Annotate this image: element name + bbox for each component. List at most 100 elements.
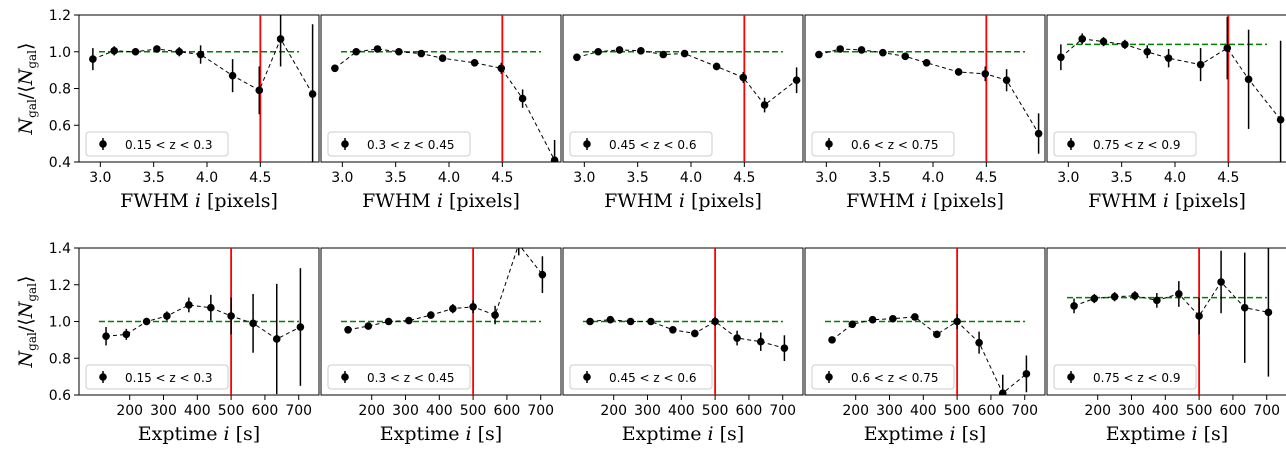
x-tick-label: 3.0 (331, 170, 353, 186)
series-line (347, 248, 543, 331)
x-tick-label: 700 (285, 403, 312, 419)
legend-box (327, 131, 471, 157)
data-point (911, 313, 919, 321)
x-axis-label: Exptime i [s] (864, 423, 986, 445)
data-point (163, 312, 171, 320)
legend-label: 0.15 < z < 0.3 (125, 371, 212, 385)
data-point (207, 303, 215, 312)
data-point (1090, 294, 1099, 303)
x-tick-label: 3.5 (869, 170, 891, 186)
x-axis-label: Exptime i [s] (138, 423, 260, 445)
data-point (586, 317, 594, 326)
axes-frame (320, 247, 562, 396)
x-tick-label: 200 (116, 403, 143, 419)
data-point (954, 68, 963, 76)
series-line (576, 49, 797, 106)
data-point (497, 64, 506, 73)
data-point (1223, 44, 1232, 52)
data-point (470, 58, 479, 67)
axes-frame (1046, 14, 1286, 163)
axes-frame (804, 247, 1046, 396)
x-tick-label: 4.5 (975, 170, 997, 186)
y-tick-label: 0.4 (49, 155, 71, 171)
x-tick-label: 4.0 (922, 170, 944, 186)
data-point (998, 389, 1007, 395)
x-tick-label: 600 (252, 403, 279, 419)
data-layer (341, 248, 547, 395)
data-point (405, 316, 413, 325)
data-point (417, 49, 426, 58)
data-point (615, 46, 624, 54)
x-tick-label: 500 (1186, 403, 1213, 419)
data-point (836, 45, 844, 53)
data-point (518, 94, 527, 103)
data-point (1153, 296, 1161, 305)
legend-label: 0.75 < z < 0.9 (1093, 371, 1180, 385)
panel-r0-c0: 3.0 3.5 4.0 4.5 FWHM i [pixels] 0.15 < z < 0.… (78, 14, 320, 212)
x-tick-label: 400 (668, 403, 695, 419)
legend-box (569, 131, 713, 157)
data-point (1099, 37, 1108, 46)
data-point (848, 320, 857, 329)
data-point (249, 319, 257, 328)
data-point (733, 334, 741, 342)
axes-frame (562, 14, 804, 163)
data-layer (89, 15, 317, 162)
data-point (792, 76, 801, 85)
panel-r1-c4: 200 300 400 500 600 700 Exptime i [s] 0.75 < z … (1046, 247, 1286, 445)
series-line (831, 316, 1027, 394)
series-line (1073, 281, 1269, 317)
data-point (889, 314, 897, 323)
x-tick-label: 200 (842, 403, 869, 419)
x-axis-label: FWHM i [pixels] (362, 190, 520, 212)
data-point (196, 50, 205, 59)
data-point (981, 70, 990, 78)
data-point (373, 45, 382, 53)
data-point (933, 330, 941, 339)
legend: 0.3 < z < 0.45 (327, 364, 471, 390)
series-line (105, 304, 301, 340)
data-point (1022, 370, 1031, 378)
x-tick-label: 500 (702, 403, 729, 419)
data-point (1110, 292, 1119, 301)
x-tick-label: 400 (184, 403, 211, 419)
legend-box (569, 364, 713, 390)
x-tick-label: 500 (944, 403, 971, 419)
x-tick-label: 600 (494, 403, 521, 419)
x-tick-label: 700 (769, 403, 796, 419)
data-point (1164, 54, 1173, 62)
data-point (780, 344, 789, 352)
data-point (276, 35, 285, 43)
data-point (756, 337, 765, 346)
data-point (659, 50, 668, 59)
x-tick-label: 4.5 (1217, 170, 1239, 186)
x-tick-label: 700 (1253, 403, 1280, 419)
legend-label: 0.3 < z < 0.45 (367, 138, 454, 152)
data-point (110, 47, 118, 55)
data-point (153, 45, 161, 53)
axes-frame (78, 14, 320, 163)
legend: 0.75 < z < 0.9 (1053, 131, 1197, 157)
x-tick-label: 300 (876, 403, 903, 419)
axes-frame (562, 247, 804, 396)
legend-marker (341, 373, 349, 381)
data-point (680, 49, 689, 58)
legend-label: 0.15 < z < 0.3 (125, 138, 212, 152)
legend-box (327, 364, 471, 390)
data-layer (573, 15, 801, 162)
data-point (857, 46, 866, 54)
x-tick-label: 3.5 (1111, 170, 1133, 186)
legend-box (1053, 131, 1197, 157)
x-axis-label: Exptime i [s] (622, 423, 744, 445)
data-point (272, 335, 281, 343)
series-line (589, 319, 785, 349)
y-tick-label: 1.0 (49, 45, 71, 61)
y-axis-label: Ngal/⟨Ngal⟩ (15, 43, 39, 136)
legend-box (811, 131, 955, 157)
series-line (92, 37, 314, 95)
y-tick-label: 0.6 (49, 118, 71, 134)
x-axis-label: FWHM i [pixels] (846, 190, 1004, 212)
data-point (606, 315, 615, 324)
x-tick-label: 300 (150, 403, 177, 419)
